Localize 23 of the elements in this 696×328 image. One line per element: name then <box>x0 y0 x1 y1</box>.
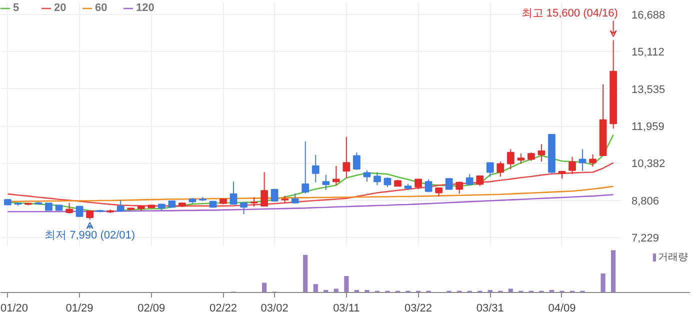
y-tick-label: 13,535 <box>632 84 666 96</box>
y-tick-label: 8,806 <box>632 195 660 208</box>
x-tick-label: 02/09 <box>138 302 166 314</box>
legend-label: 60 <box>95 2 108 14</box>
legend-label: 20 <box>54 2 68 14</box>
y-tick-label: 10,382 <box>632 158 666 170</box>
y-tick-label: 16,688 <box>632 10 666 22</box>
x-tick-label: 01/20 <box>0 302 28 314</box>
annotation: 최저 7,990 (02/01) <box>44 229 136 242</box>
x-tick-label: 02/22 <box>209 302 238 314</box>
y-tick-label: 11,959 <box>632 121 664 134</box>
legend-label: 거래량 <box>658 251 688 264</box>
legend-label: 120 <box>136 2 156 14</box>
x-tick-label: 03/11 <box>333 302 360 314</box>
y-tick-label: 15,112 <box>632 46 664 59</box>
x-tick-label: 03/22 <box>404 302 432 314</box>
x-tick-label: 03/31 <box>476 302 504 314</box>
y-tick-label: 7,229 <box>632 232 660 245</box>
annotation: 최고 15,600 (04/16) <box>521 7 618 20</box>
x-tick-label: 04/09 <box>548 302 576 314</box>
x-tick-label: 03/02 <box>260 302 288 314</box>
legend-label: 5 <box>13 2 20 14</box>
x-tick-label: 01/29 <box>66 302 94 314</box>
